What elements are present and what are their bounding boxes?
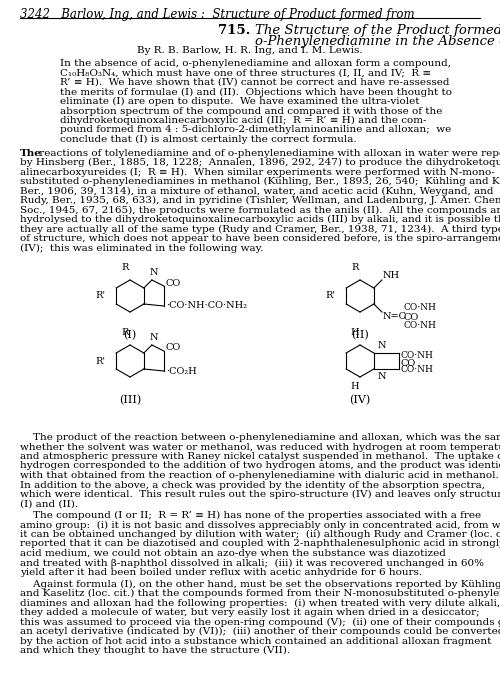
Text: eliminate (I) are open to dispute.  We have examined the ultra-violet: eliminate (I) are open to dispute. We ha… bbox=[60, 97, 420, 106]
Text: R': R' bbox=[96, 292, 106, 301]
Text: H: H bbox=[350, 328, 360, 337]
Text: they added a molecule of water, but very easily lost it again when dried in a de: they added a molecule of water, but very… bbox=[20, 608, 479, 617]
Text: CO·NH: CO·NH bbox=[404, 322, 436, 331]
Text: reported that it can be diazotised and coupled with 2-naphthalenesulphonic acid : reported that it can be diazotised and c… bbox=[20, 539, 500, 548]
Text: R: R bbox=[352, 263, 358, 272]
Text: by the action of hot acid into a substance which contained an additional alloxan: by the action of hot acid into a substan… bbox=[20, 637, 492, 645]
Text: ·CO·NH·CO·NH₂: ·CO·NH·CO·NH₂ bbox=[166, 301, 247, 310]
Text: hydrolysed to the dihydroketoquinoxalinecarboxylic acids (III) by alkali, and it: hydrolysed to the dihydroketoquinoxaline… bbox=[20, 215, 500, 224]
Text: they are actually all of the same type (Rudy and Cramer, Ber., 1938, 71, 1234). : they are actually all of the same type (… bbox=[20, 225, 500, 234]
Text: hydrogen corresponded to the addition of two hydrogen atoms, and the product was: hydrogen corresponded to the addition of… bbox=[20, 461, 500, 470]
Text: and treated with β-naphthol dissolved in alkali;  (iii) it was recovered unchang: and treated with β-naphthol dissolved in… bbox=[20, 558, 484, 568]
Text: reactions of tolylenediamine and of o-phenylenediamine with alloxan in water wer: reactions of tolylenediamine and of o-ph… bbox=[36, 148, 500, 157]
Text: diamines and alloxan had the following properties:  (i) when treated with very d: diamines and alloxan had the following p… bbox=[20, 599, 500, 608]
Text: CO: CO bbox=[401, 358, 416, 367]
Text: substituted o-phenylenediamines in methanol (Kühling, Ber., 1893, 26, 540;  Kühl: substituted o-phenylenediamines in metha… bbox=[20, 177, 500, 186]
Text: and Kaselitz (loc. cit.) that the compounds formed from their N-monosubstituted : and Kaselitz (loc. cit.) that the compou… bbox=[20, 589, 500, 598]
Text: R': R' bbox=[96, 356, 106, 365]
Text: acid medium, we could not obtain an azo-dye when the substance was diazotized: acid medium, we could not obtain an azo-… bbox=[20, 549, 446, 558]
Text: which were identical.  This result rules out the spiro-structure (IV) and leaves: which were identical. This result rules … bbox=[20, 490, 500, 499]
Text: and which they thought to have the structure (VII).: and which they thought to have the struc… bbox=[20, 646, 290, 655]
Text: R’ ≡ H).  We have shown that (IV) cannot be correct and have re-assessed: R’ ≡ H). We have shown that (IV) cannot … bbox=[60, 78, 450, 87]
Text: CO: CO bbox=[166, 278, 181, 287]
Text: In addition to the above, a check was provided by the identity of the absorption: In addition to the above, a check was pr… bbox=[20, 480, 485, 489]
Text: with that obtained from the reaction of o-phenylenediamine with dialuric acid in: with that obtained from the reaction of … bbox=[20, 471, 499, 480]
Text: CO·NH: CO·NH bbox=[404, 303, 436, 313]
Text: alinecarboxyureides (I;  R ≡ H).  When similar experiments were performed with N: alinecarboxyureides (I; R ≡ H). When sim… bbox=[20, 168, 495, 177]
Text: N=C: N=C bbox=[383, 312, 407, 321]
Text: CO·NH: CO·NH bbox=[401, 351, 434, 361]
Text: N: N bbox=[378, 372, 386, 381]
Text: of structure, which does not appear to have been considered before, is the spiro: of structure, which does not appear to h… bbox=[20, 234, 500, 243]
Text: In the absence of acid, o-phenylenediamine and alloxan form a compound,: In the absence of acid, o-phenylenediami… bbox=[60, 59, 451, 68]
Text: Ber., 1906, 39, 1314), in a mixture of ethanol, water, and acetic acid (Kuhn, We: Ber., 1906, 39, 1314), in a mixture of e… bbox=[20, 187, 494, 196]
Text: By R. B. Barlow, H. R. Ing, and I. M. Lewis.: By R. B. Barlow, H. R. Ing, and I. M. Le… bbox=[137, 46, 363, 55]
Text: N: N bbox=[378, 341, 386, 350]
Text: an acetyl derivative (indicated by (VI));  (iii) another of their compounds coul: an acetyl derivative (indicated by (VI))… bbox=[20, 627, 500, 636]
Text: whether the solvent was water or methanol, was reduced with hydrogen at room tem: whether the solvent was water or methano… bbox=[20, 443, 500, 452]
Text: R: R bbox=[122, 328, 128, 337]
Text: (IV): (IV) bbox=[350, 395, 370, 405]
Text: N: N bbox=[150, 268, 158, 277]
Text: The Structure of the Product formed from Alloxan and: The Structure of the Product formed from… bbox=[255, 24, 500, 37]
Text: (I) and (II).: (I) and (II). bbox=[20, 500, 78, 509]
Text: it can be obtained unchanged by dilution with water;  (ii) although Rudy and Cra: it can be obtained unchanged by dilution… bbox=[20, 530, 500, 539]
Text: C₁₀H₈O₃N₄, which must have one of three structures (I, II, and IV;  R ≡: C₁₀H₈O₃N₄, which must have one of three … bbox=[60, 68, 431, 77]
Text: (IV);  this was eliminated in the following way.: (IV); this was eliminated in the followi… bbox=[20, 244, 264, 253]
Text: NH: NH bbox=[383, 271, 400, 280]
Text: absorption spectrum of the compound and compared it with those of the: absorption spectrum of the compound and … bbox=[60, 106, 442, 116]
Text: Against formula (I), on the other hand, must be set the observations reported by: Against formula (I), on the other hand, … bbox=[20, 580, 500, 589]
Text: R: R bbox=[122, 263, 128, 272]
Text: R': R' bbox=[326, 292, 336, 301]
Text: ·CO₂H: ·CO₂H bbox=[166, 367, 196, 376]
Text: 715.: 715. bbox=[218, 24, 250, 37]
Text: the merits of formulae (I) and (II).  Objections which have been thought to: the merits of formulae (I) and (II). Obj… bbox=[60, 88, 452, 97]
Text: (III): (III) bbox=[119, 395, 141, 405]
Text: CO: CO bbox=[166, 344, 181, 352]
Text: The product of the reaction between o-phenylenediamine and alloxan, which was th: The product of the reaction between o-ph… bbox=[20, 433, 500, 442]
Text: 3242   Barlow, Ing, and Lewis :  Structure of Product formed from: 3242 Barlow, Ing, and Lewis : Structure … bbox=[20, 8, 414, 21]
Text: conclude that (I) is almost certainly the correct formula.: conclude that (I) is almost certainly th… bbox=[60, 135, 356, 144]
Text: by Hinsberg (Ber., 1885, 18, 1228;  Annalen, 1896, 292, 247) to produce the dihy: by Hinsberg (Ber., 1885, 18, 1228; Annal… bbox=[20, 158, 500, 167]
Text: (II): (II) bbox=[351, 330, 369, 340]
Text: (I): (I) bbox=[124, 330, 136, 340]
Text: yield after it had been boiled under reflux with acetic anhydride for 6 hours.: yield after it had been boiled under ref… bbox=[20, 568, 422, 577]
Text: and atmospheric pressure with Raney nickel catalyst suspended in methanol.  The : and atmospheric pressure with Raney nick… bbox=[20, 452, 500, 461]
Text: this was assumed to proceed via the open-ring compound (V);  (ii) one of their c: this was assumed to proceed via the open… bbox=[20, 617, 500, 626]
Text: dihydroketoquinoxalinecarboxylic acid (III;  R = R’ ≡ H) and the com-: dihydroketoquinoxalinecarboxylic acid (I… bbox=[60, 116, 426, 125]
Text: CO: CO bbox=[404, 313, 419, 322]
Text: CO·NH: CO·NH bbox=[401, 365, 434, 374]
Text: The: The bbox=[20, 148, 42, 157]
Text: N: N bbox=[150, 333, 158, 342]
Text: Soc., 1945, 67, 2165), the products were formulated as the anils (II).  All the : Soc., 1945, 67, 2165), the products were… bbox=[20, 205, 500, 214]
Text: pound formed from 4 : 5-dichloro-2-dimethylaminoaniline and alloxan;  we: pound formed from 4 : 5-dichloro-2-dimet… bbox=[60, 125, 451, 134]
Text: o-Phenylenediamine in the Absence of Acid.: o-Phenylenediamine in the Absence of Aci… bbox=[255, 35, 500, 48]
Text: H: H bbox=[350, 382, 360, 391]
Text: The compound (I or II;  R = R’ ≡ H) has none of the properties associated with a: The compound (I or II; R = R’ ≡ H) has n… bbox=[20, 511, 481, 520]
Text: amino group:  (i) it is not basic and dissolves appreciably only in concentrated: amino group: (i) it is not basic and dis… bbox=[20, 521, 500, 530]
Text: Rudy, Ber., 1935, 68, 633), and in pyridine (Tishler, Wellman, and Ladenburg, J.: Rudy, Ber., 1935, 68, 633), and in pyrid… bbox=[20, 196, 500, 205]
